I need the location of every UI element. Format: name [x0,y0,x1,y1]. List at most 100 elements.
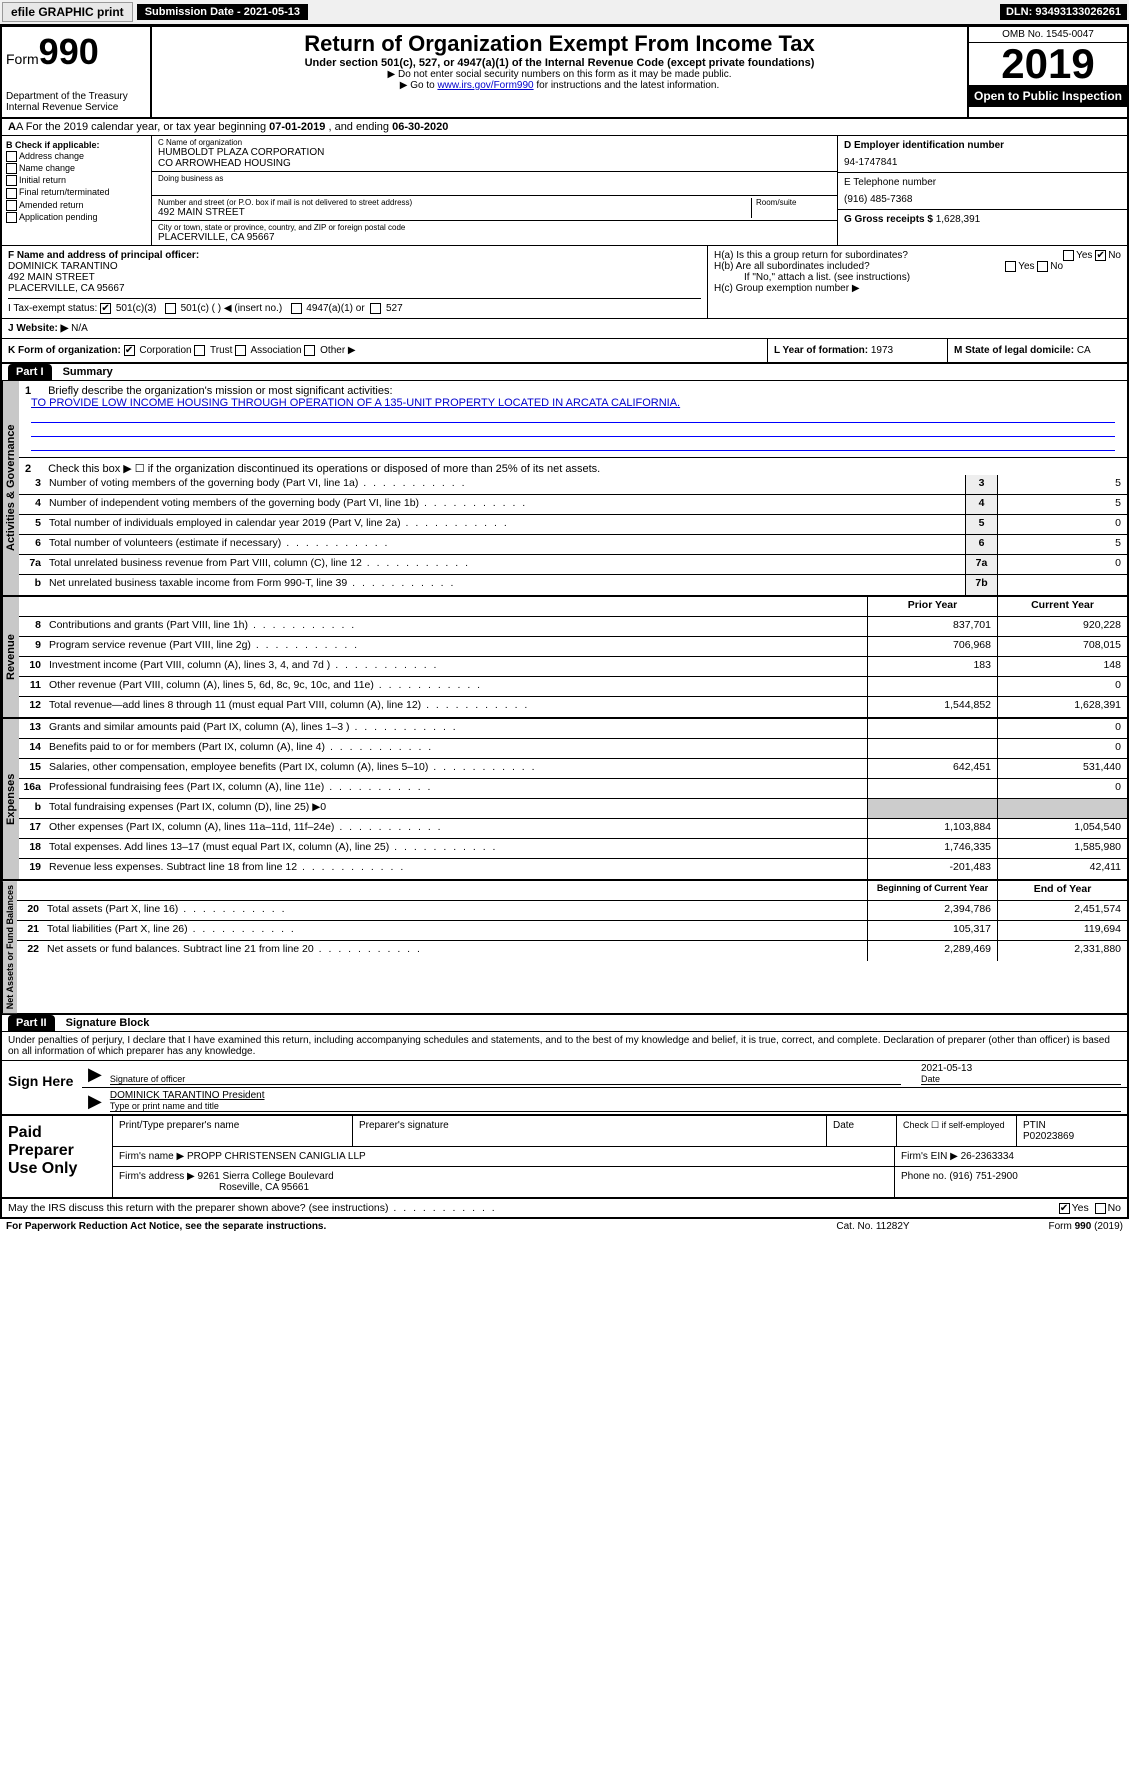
col-f-officer: F Name and address of principal officer:… [2,246,707,318]
line-current: 708,015 [997,637,1127,656]
chk-501c[interactable] [165,303,176,314]
chk-527[interactable] [370,303,381,314]
chk-501c3[interactable] [100,303,111,314]
line-19: 19Revenue less expenses. Subtract line 1… [19,859,1127,879]
line-prior: 837,701 [867,617,997,636]
part2-bar: Part II Signature Block [2,1015,1127,1032]
line-current: 42,411 [997,859,1127,879]
officer-label: F Name and address of principal officer: [8,250,701,261]
line-text: Total assets (Part X, line 16) [43,901,867,920]
chk-amended-return[interactable]: Amended return [6,200,147,211]
chk-corp[interactable] [124,345,135,356]
line-9: 9Program service revenue (Part VIII, lin… [19,637,1127,657]
chk-4947[interactable] [291,303,302,314]
city-state-zip: PLACERVILLE, CA 95667 [158,232,831,243]
line-prior [867,719,997,738]
hb-no[interactable] [1037,261,1048,272]
line-text: Total unrelated business revenue from Pa… [45,555,965,574]
gross-receipts: 1,628,391 [936,214,981,225]
preparer-name-hdr: Print/Type preparer's name [113,1116,353,1146]
domicile-state: CA [1077,345,1091,356]
mission-text: TO PROVIDE LOW INCOME HOUSING THROUGH OP… [25,397,1121,409]
sig-date: 2021-05-13 [921,1063,1121,1074]
line-box: 7a [965,555,997,574]
sect-revenue: Revenue Prior Year Current Year 8Contrib… [2,597,1127,719]
netassets-header-row: Beginning of Current Year End of Year [17,881,1127,901]
line-16a: 16aProfessional fundraising fees (Part I… [19,779,1127,799]
chk-final-return[interactable]: Final return/terminated [6,187,147,198]
ha-yes[interactable] [1063,250,1074,261]
line-num: 13 [19,719,45,738]
efile-button[interactable]: efile GRAPHIC print [2,2,133,22]
open-inspection: Open to Public Inspection [969,85,1127,107]
line-value: 0 [997,555,1127,574]
pra-notice: For Paperwork Reduction Act Notice, see … [6,1221,773,1232]
form-word: Form [6,51,39,67]
ty-end: 06-30-2020 [392,121,448,133]
hb-label: H(b) Are all subordinates included? [714,261,870,272]
line-prior [867,677,997,696]
line-current: 0 [997,719,1127,738]
website-value: N/A [71,323,88,334]
line-current [997,799,1127,818]
form-header: Form990 Department of the Treasury Inter… [2,27,1127,119]
street-address: 492 MAIN STREET [158,207,751,218]
line-text: Other revenue (Part VIII, column (A), li… [45,677,867,696]
chk-name-change[interactable]: Name change [6,163,147,174]
summary-line-6: 6Total number of volunteers (estimate if… [19,535,1127,555]
dln-label: DLN: 93493133026261 [1000,4,1127,20]
line-text: Contributions and grants (Part VIII, lin… [45,617,867,636]
discuss-no-lbl: No [1108,1202,1121,1214]
chk-initial-return[interactable]: Initial return [6,175,147,186]
chk-trust[interactable] [194,345,205,356]
line-num: 16a [19,779,45,798]
line-num: 19 [19,859,45,879]
discuss-no[interactable] [1095,1203,1106,1214]
line-prior [867,779,997,798]
firm-phone: (916) 751-2900 [949,1171,1017,1182]
hb-yes[interactable] [1005,261,1016,272]
section-fh: F Name and address of principal officer:… [2,246,1127,319]
website-label: J Website: ▶ [8,323,68,334]
gross-label: G Gross receipts $ [844,214,933,225]
self-employed-chk[interactable]: Check ☐ if self-employed [897,1116,1017,1146]
irs-label: Internal Revenue Service [6,102,146,113]
line-current: 531,440 [997,759,1127,778]
row-i-tax-status: I Tax-exempt status: 501(c)(3) 501(c) ( … [8,298,701,314]
discuss-yes[interactable] [1059,1203,1070,1214]
line-prior: 1,746,335 [867,839,997,858]
line-num: b [19,799,45,818]
chk-assoc[interactable] [235,345,246,356]
chk-application-pending[interactable]: Application pending [6,212,147,223]
hc-label: H(c) Group exemption number ▶ [714,283,1121,294]
line-current: 0 [997,739,1127,758]
subtitle-2: ▶ Do not enter social security numbers o… [156,69,963,80]
dba-label: Doing business as [158,174,831,183]
line-current: 2,451,574 [997,901,1127,920]
firm-addr1: 9261 Sierra College Boulevard [198,1171,334,1182]
line-text: Number of independent voting members of … [45,495,965,514]
line-num: 17 [19,819,45,838]
cat-number: Cat. No. 11282Y [773,1221,973,1232]
tax-status-label: I Tax-exempt status: [8,303,97,314]
part1-label: Part I [8,364,52,380]
line-text: Total number of volunteers (estimate if … [45,535,965,554]
line-prior: 642,451 [867,759,997,778]
ein-label: D Employer identification number [844,140,1121,151]
line-value: 5 [997,495,1127,514]
line-num: 7a [19,555,45,574]
opt-527: 527 [386,303,403,314]
chk-address-change[interactable]: Address change [6,151,147,162]
line-current: 1,585,980 [997,839,1127,858]
opt-501c3: 501(c)(3) [116,303,157,314]
line-box: 6 [965,535,997,554]
line-18: 18Total expenses. Add lines 13–17 (must … [19,839,1127,859]
irs-link[interactable]: www.irs.gov/Form990 [437,80,533,91]
line-box: 4 [965,495,997,514]
discuss-row: May the IRS discuss this return with the… [2,1199,1127,1217]
ha-no[interactable] [1095,250,1106,261]
chk-other[interactable] [304,345,315,356]
dept-treasury: Department of the Treasury [6,91,146,102]
line-text: Total liabilities (Part X, line 26) [43,921,867,940]
sig-arrow-icon: ▶ [88,1064,110,1085]
